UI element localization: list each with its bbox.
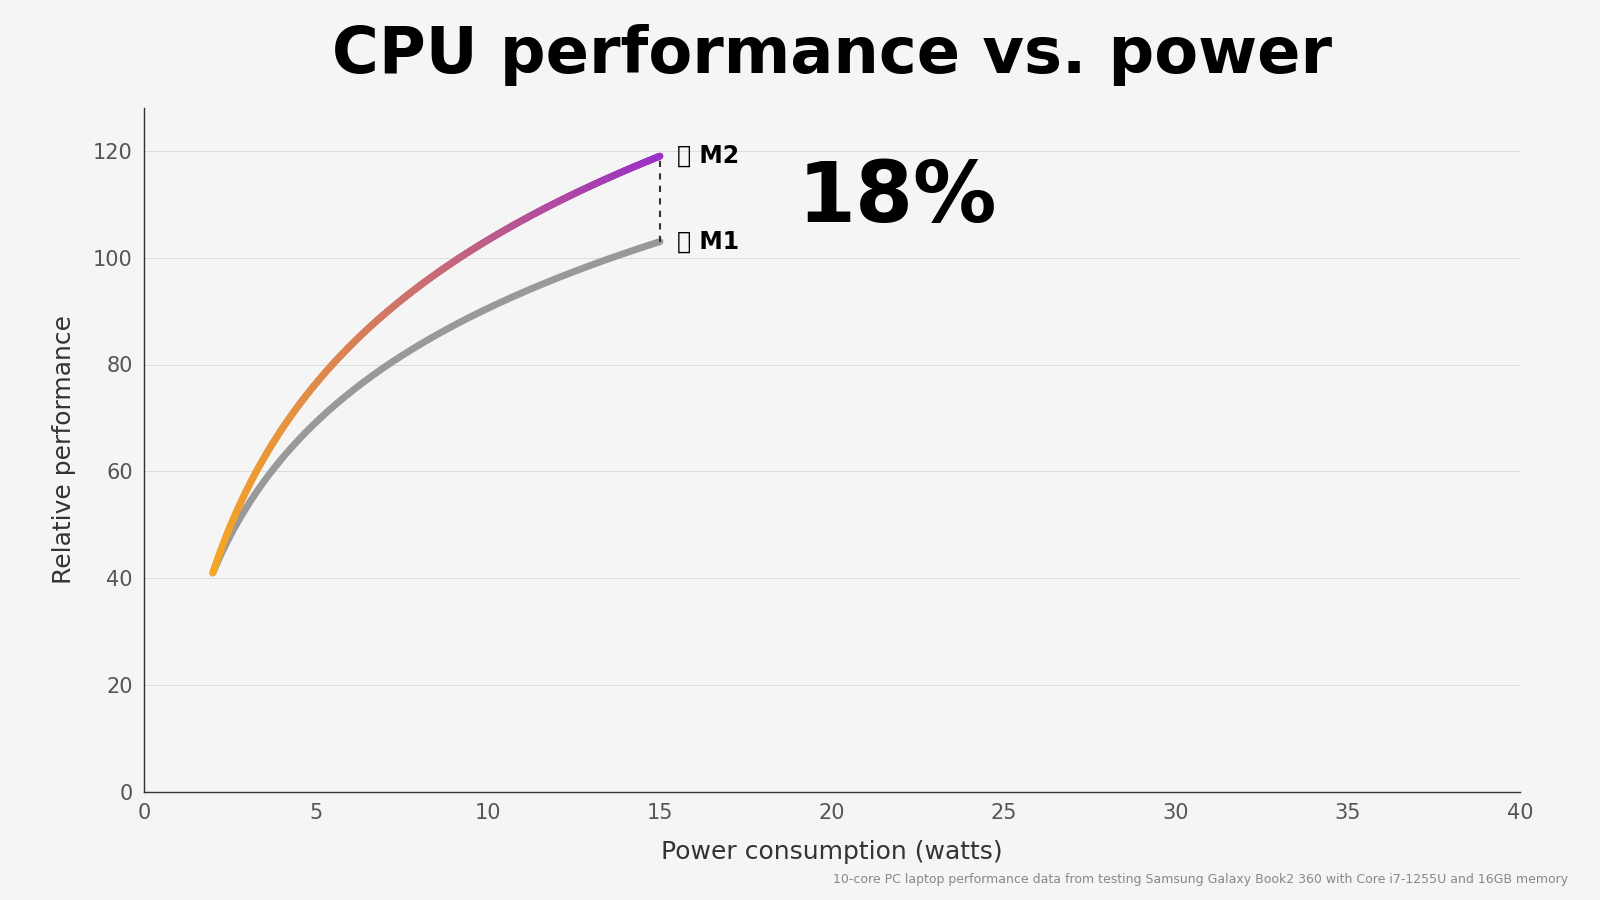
Text: 10-core PC laptop performance data from testing Samsung Galaxy Book2 360 with Co: 10-core PC laptop performance data from … — [834, 874, 1568, 886]
X-axis label: Power consumption (watts): Power consumption (watts) — [661, 840, 1003, 864]
Text: 18%: 18% — [797, 158, 997, 239]
Text:  M1:  M1 — [677, 230, 739, 254]
Title: CPU performance vs. power: CPU performance vs. power — [333, 24, 1331, 86]
Text:  M2:  M2 — [677, 144, 739, 168]
Y-axis label: Relative performance: Relative performance — [53, 316, 77, 584]
